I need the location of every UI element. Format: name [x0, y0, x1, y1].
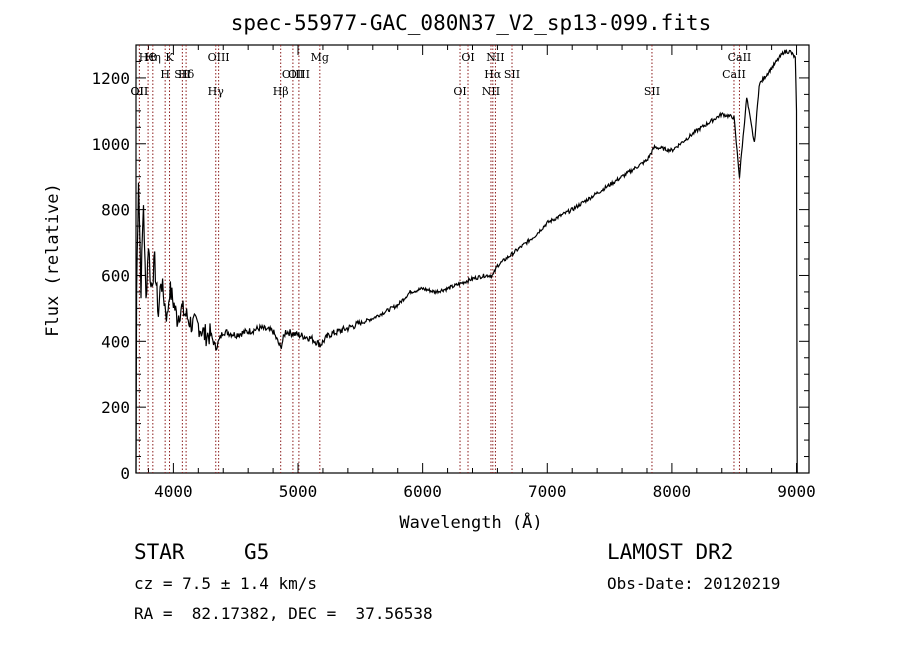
y-tick-label: 0 [120, 464, 130, 483]
line-label: SII [174, 68, 190, 81]
line-label: HΘ [139, 51, 158, 64]
line-label: Mg [311, 51, 329, 64]
y-tick-label: 800 [101, 201, 130, 220]
line-label: OI [453, 85, 466, 98]
line-label: OII [131, 85, 149, 98]
x-axis-label: Wavelength (Å) [399, 511, 542, 533]
line-label: Hγ [208, 85, 225, 98]
line-label: CaII [722, 68, 746, 81]
observation-date: Obs-Date: 20120219 [607, 574, 781, 593]
line-label: Hδ [178, 68, 195, 81]
spectrum-line [135, 48, 798, 474]
chart-title: spec-55977-GAC_080N37_V2_sp13-099.fits [231, 11, 711, 35]
line-label: OI [461, 51, 474, 64]
y-tick-label: 1000 [91, 135, 130, 154]
y-tick-label: 400 [101, 332, 130, 351]
line-label: OIII [282, 68, 304, 81]
x-tick-label: 8000 [653, 482, 692, 501]
y-tick-label: 600 [101, 266, 130, 285]
line-label: Hα [484, 68, 502, 81]
emission-line-markers [138, 45, 740, 473]
y-tick-label: 1200 [91, 69, 130, 88]
line-label: OIII [208, 51, 230, 64]
line-label: K [165, 51, 174, 64]
axes: 4000 5000 6000 7000 8000 9000 0 200 400 600 800 100… [91, 44, 816, 501]
line-label: H [160, 68, 170, 81]
x-tick-label: 6000 [403, 482, 442, 501]
object-class: STAR [134, 540, 185, 564]
x-tick-label: 9000 [777, 482, 816, 501]
survey-name: LAMOST DR2 [607, 540, 734, 564]
line-label: OIII [288, 68, 310, 81]
coordinates: RA = 82.17382, DEC = 37.56538 [134, 604, 433, 623]
line-label: NII [482, 85, 500, 98]
y-axis-label: Flux (relative) [43, 183, 63, 337]
x-tick-label: 7000 [528, 482, 567, 501]
line-label: SII [644, 85, 660, 98]
y-tick-label: 200 [101, 398, 130, 417]
x-tick-label: 4000 [154, 482, 193, 501]
line-label: CaII [728, 51, 752, 64]
line-label: OII [131, 85, 149, 98]
line-label: SII [504, 68, 520, 81]
line-label: Hη [145, 51, 161, 64]
x-tick-label: 5000 [279, 482, 318, 501]
redshift-velocity: cz = 7.5 ± 1.4 km/s [134, 574, 318, 593]
line-label: NII [486, 51, 504, 64]
plot-frame [135, 44, 810, 474]
line-label: Hβ [273, 85, 289, 98]
object-subclass: G5 [244, 540, 270, 564]
emission-line-labels: HΘHOIIKHδOIIHηSIIHγOIIIOIIIHβMgOIIIOIOIH… [131, 51, 752, 98]
